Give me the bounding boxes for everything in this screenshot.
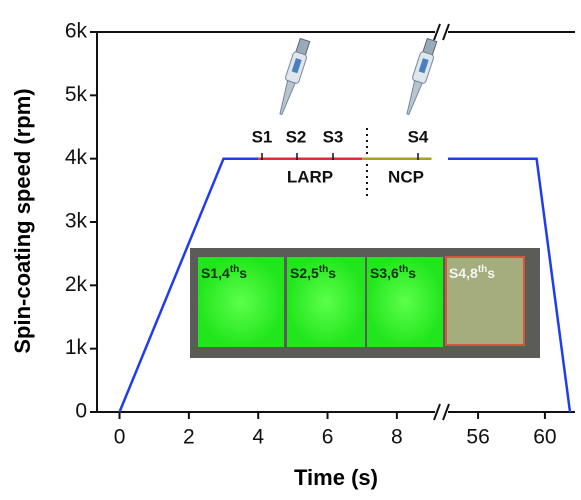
photo-label: S4,8ths xyxy=(449,264,495,281)
y-tick-label: 6k xyxy=(65,20,88,43)
axis-break xyxy=(433,23,441,41)
axis-break xyxy=(442,23,450,41)
y-tick-label: 3k xyxy=(65,210,88,233)
pipette-icon xyxy=(279,37,311,116)
annotation: S1 xyxy=(252,127,273,146)
annotation: S4 xyxy=(408,127,429,146)
x-tick-label: 8 xyxy=(391,426,403,449)
x-tick-label: 2 xyxy=(183,426,195,449)
y-tick-label: 2k xyxy=(65,273,88,296)
line-series xyxy=(118,157,259,413)
photo-label: S3,6ths xyxy=(370,264,416,281)
label-sup: th xyxy=(319,264,328,275)
y-axis-title: Spin-coating speed (rpm) xyxy=(10,88,35,353)
label-sup: th xyxy=(478,264,487,275)
axis-break xyxy=(433,403,441,421)
label-main: S1,4 xyxy=(201,265,230,281)
line-series xyxy=(448,157,572,413)
label-main: S2,5 xyxy=(290,265,319,281)
label-tail: s xyxy=(328,265,336,281)
x-tick-label: 4 xyxy=(252,426,264,449)
x-tick-label: 60 xyxy=(533,426,556,449)
annotation: NCP xyxy=(388,167,424,186)
axis-break xyxy=(442,403,450,421)
y-tick-label: 5k xyxy=(65,83,88,106)
photo-label: S1,4ths xyxy=(201,264,247,281)
label-tail: s xyxy=(239,265,247,281)
photo-label: S2,5ths xyxy=(290,264,336,281)
photo-inset xyxy=(190,248,540,358)
label-sup: th xyxy=(399,264,408,275)
label-main: S4,8 xyxy=(449,265,478,281)
x-tick-label: 56 xyxy=(466,426,489,449)
label-sup: th xyxy=(230,264,239,275)
label-tail: s xyxy=(487,265,495,281)
annotation: S3 xyxy=(323,127,344,146)
label-tail: s xyxy=(408,265,416,281)
annotation: LARP xyxy=(287,167,333,186)
label-main: S3,6 xyxy=(370,265,399,281)
x-tick-label: 6 xyxy=(322,426,334,449)
annotation: S2 xyxy=(286,127,307,146)
y-tick-label: 1k xyxy=(65,336,88,359)
x-axis-title: Time (s) xyxy=(294,465,378,490)
pipette-icon xyxy=(406,37,438,116)
y-tick-label: 0 xyxy=(75,400,87,423)
y-tick-label: 4k xyxy=(65,146,88,169)
x-tick-label: 0 xyxy=(114,426,126,449)
